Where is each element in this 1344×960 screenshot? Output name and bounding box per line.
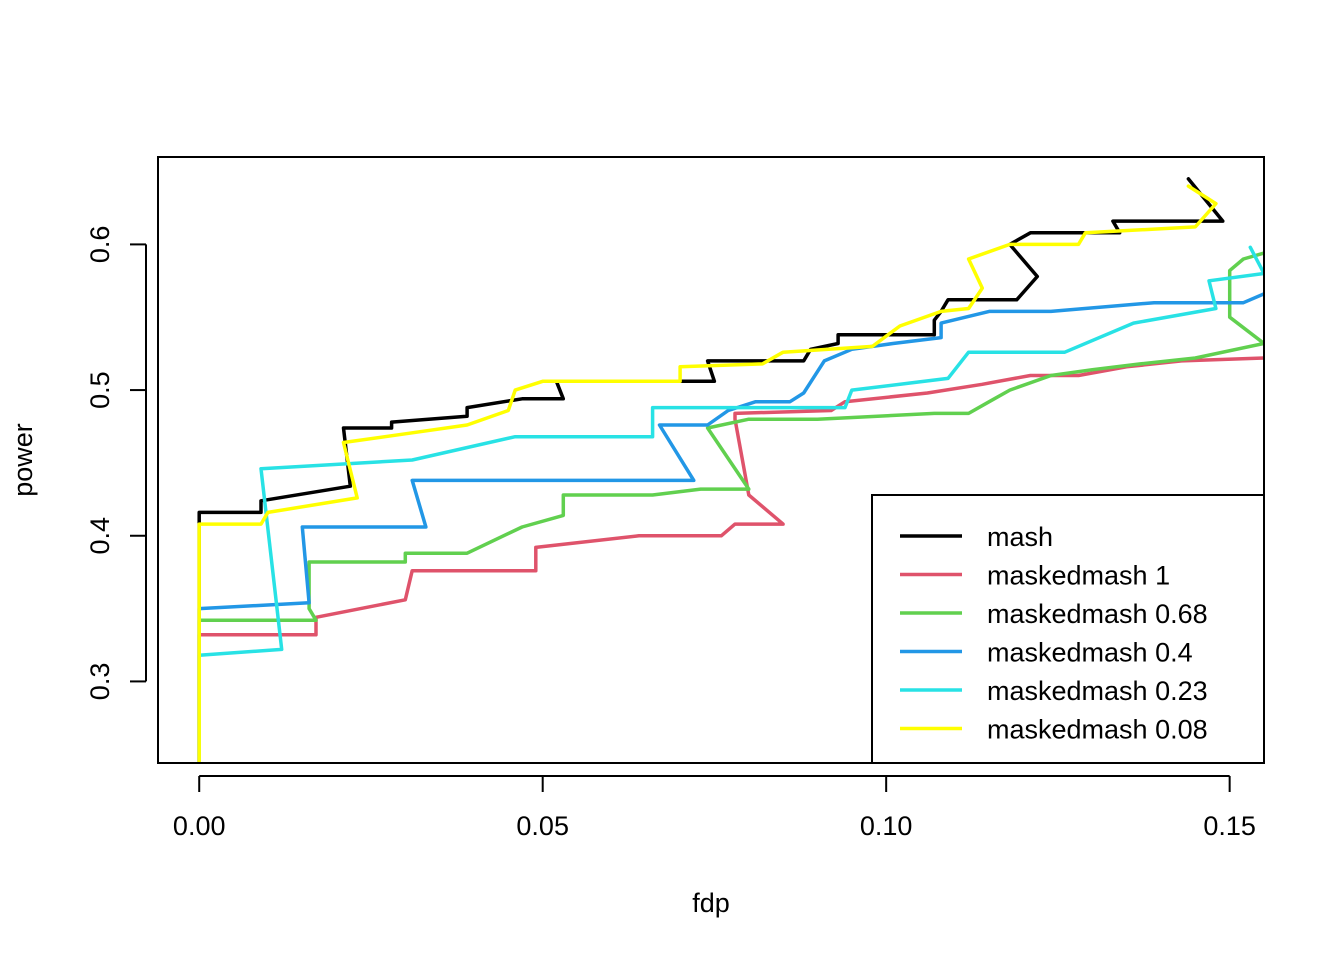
- legend-label: maskedmash 0.4: [987, 638, 1193, 668]
- y-tick-label: 0.6: [85, 226, 115, 264]
- series-line-3: [197, 292, 1264, 763]
- x-axis-title: fdp: [692, 888, 730, 918]
- legend-label: maskedmash 0.23: [987, 676, 1208, 706]
- y-axis-title: power: [8, 423, 38, 497]
- x-axis: 0.00 0.05 0.10 0.15: [173, 775, 1256, 841]
- series-line-2: [197, 251, 1264, 763]
- plot-frame: [157, 156, 1265, 764]
- legend-label: maskedmash 0.08: [987, 715, 1208, 745]
- x-tick-label: 0.05: [516, 811, 569, 841]
- y-tick-label: 0.4: [85, 517, 115, 555]
- legend-label: mash: [987, 522, 1053, 552]
- x-tick-label: 0.00: [173, 811, 226, 841]
- legend-label: maskedmash 1: [987, 561, 1170, 591]
- series-line-4: [197, 245, 1264, 763]
- series-line-1: [197, 356, 1264, 763]
- y-tick-label: 0.3: [85, 663, 115, 701]
- y-axis: 0.3 0.4 0.5 0.6: [85, 226, 147, 701]
- series-layer: [197, 177, 1264, 763]
- series-line-5: [197, 184, 1218, 763]
- legend-label: maskedmash 0.68: [987, 599, 1208, 629]
- y-tick-label: 0.5: [85, 371, 115, 409]
- x-tick-label: 0.10: [860, 811, 913, 841]
- x-tick-label: 0.15: [1203, 811, 1256, 841]
- legend-box: [871, 494, 1265, 764]
- series-line-0: [197, 177, 1225, 763]
- legend: mash maskedmash 1 maskedmash 0.68 maskedmas…: [871, 494, 1265, 764]
